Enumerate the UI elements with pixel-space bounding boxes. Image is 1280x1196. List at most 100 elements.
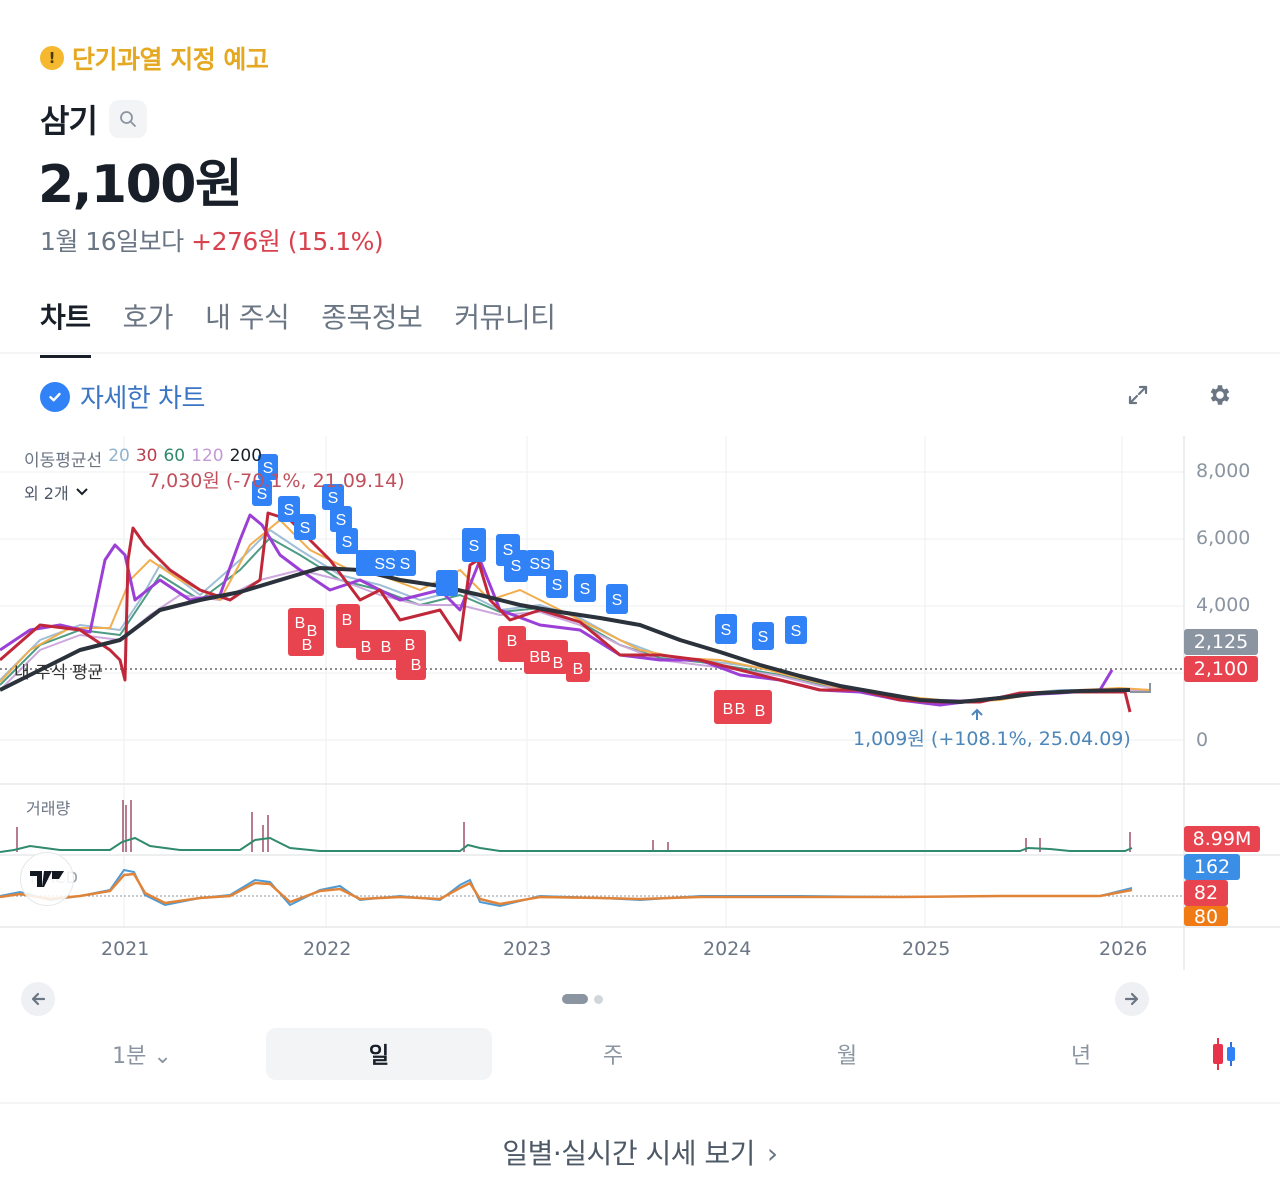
search-icon xyxy=(119,111,136,127)
svg-text:S: S xyxy=(612,592,623,609)
stock-tabs: 차트 호가 내 주식 종목정보 커뮤니티 xyxy=(40,296,556,358)
moving-average-legend[interactable]: 이동평균선 20 30 60 120 200 xyxy=(24,446,262,471)
stock-name: 삼기 xyxy=(40,102,98,140)
next-button[interactable] xyxy=(1115,982,1149,1016)
svg-text:B: B xyxy=(411,657,422,674)
svg-text:B: B xyxy=(302,637,313,654)
svg-text:S: S xyxy=(721,622,732,639)
arrow-left-icon xyxy=(31,992,46,1006)
period-1min[interactable]: 1분 ⌄ xyxy=(112,1044,172,1069)
svg-text:S: S xyxy=(580,581,591,598)
x-tick-2021: 2021 xyxy=(101,938,150,960)
svg-text:S: S xyxy=(263,460,274,477)
svg-text:S: S xyxy=(300,520,311,537)
change-base-date: 1월 16일보다 xyxy=(40,227,184,256)
x-tick-2026: 2026 xyxy=(1099,938,1148,960)
svg-text:S: S xyxy=(257,486,268,503)
legend-ma30: 30 xyxy=(135,446,158,466)
svg-text:S: S xyxy=(758,629,769,646)
svg-text:BB: BB xyxy=(529,649,550,666)
legend-ma20: 20 xyxy=(108,446,130,466)
chevron-right-icon: › xyxy=(766,1137,778,1170)
pager-dot[interactable] xyxy=(594,994,603,1004)
y-tick-8000: 8,000 xyxy=(1196,460,1251,482)
svg-text:S: S xyxy=(284,502,295,519)
expand-button[interactable] xyxy=(1120,377,1156,413)
chart-settings-button[interactable] xyxy=(1202,377,1238,413)
period-month[interactable]: 월 xyxy=(836,1044,858,1069)
my-average-label: 내 주식 평균 xyxy=(14,663,104,683)
volume-label: 거래량 xyxy=(26,799,71,818)
svg-text:S: S xyxy=(511,558,522,575)
pager xyxy=(562,994,603,1004)
pager-dot-active[interactable] xyxy=(562,994,588,1004)
current-price: 2,100원 xyxy=(38,155,243,215)
legend-ma120: 120 xyxy=(191,446,224,466)
svg-text:B: B xyxy=(573,661,584,678)
svg-text:B: B xyxy=(755,703,766,720)
svg-text:B: B xyxy=(735,701,746,718)
tabs-divider xyxy=(0,352,1280,354)
svg-text:B: B xyxy=(507,633,518,650)
x-tick-2025: 2025 xyxy=(902,938,951,960)
detailed-chart-toggle[interactable]: 자세한 차트 xyxy=(40,378,205,415)
detailed-chart-label: 자세한 차트 xyxy=(80,384,205,414)
price-change: 1월 16일보다 +276원 (15.1%) xyxy=(40,222,384,258)
svg-text:B: B xyxy=(723,701,734,718)
tab-orderbook[interactable]: 호가 xyxy=(122,301,174,334)
stock-header: 삼기 xyxy=(40,96,147,142)
y-tick-6000: 6,000 xyxy=(1196,527,1251,549)
x-tick-2024: 2024 xyxy=(703,938,752,960)
svg-text:B: B xyxy=(295,615,306,632)
y-tick-4000: 4,000 xyxy=(1196,594,1251,616)
expand-icon xyxy=(1128,385,1148,405)
sell-markers xyxy=(252,454,807,650)
svg-text:S: S xyxy=(328,490,339,507)
tab-chart[interactable]: 차트 xyxy=(40,296,91,358)
search-button[interactable] xyxy=(108,100,147,138)
svg-text:B: B xyxy=(553,655,564,672)
svg-text:B: B xyxy=(405,637,416,654)
svg-text:B: B xyxy=(381,639,392,656)
arrow-right-icon xyxy=(1124,992,1139,1006)
x-tick-2022: 2022 xyxy=(303,938,352,960)
low-price-annotation: 1,009원 (+108.1%, 25.04.09) xyxy=(853,728,1131,750)
chevron-down-icon xyxy=(76,488,88,496)
svg-text:S: S xyxy=(791,623,802,640)
legend-more-toggle[interactable]: 외 2개 xyxy=(24,480,89,504)
legend-title: 이동평균선 xyxy=(24,451,103,471)
exclamation-icon: ! xyxy=(40,46,64,70)
current-price-tag: 2,100 xyxy=(1184,656,1258,682)
period-year[interactable]: 년 xyxy=(1070,1044,1092,1069)
svg-text:S: S xyxy=(336,512,347,529)
check-icon xyxy=(40,381,70,412)
chart-type-toggle[interactable] xyxy=(1208,1036,1242,1072)
svg-text:SS: SS xyxy=(529,556,550,573)
svg-text:S: S xyxy=(503,542,514,559)
tab-my-stock[interactable]: 내 주식 xyxy=(205,301,290,334)
svg-text:S: S xyxy=(342,534,353,551)
tradingview-logo-icon xyxy=(30,871,64,887)
daily-link-label: 일별·실시간 시세 보기 xyxy=(502,1137,755,1170)
bottom-divider xyxy=(0,1102,1280,1104)
svg-text:S: S xyxy=(400,556,411,573)
tab-community[interactable]: 커뮤니티 xyxy=(454,301,556,334)
period-day[interactable]: 일 xyxy=(266,1028,492,1080)
legend-ma60: 60 xyxy=(163,446,186,466)
change-value: +276원 (15.1%) xyxy=(191,227,384,256)
overheat-warning[interactable]: ! 단기과열 지정 예고 xyxy=(40,40,269,76)
y-tick-0: 0 xyxy=(1196,729,1209,751)
prev-button[interactable] xyxy=(21,982,55,1016)
signal-tag: 82 xyxy=(1184,880,1228,906)
chart-canvas[interactable]: SSS SSS SSS S S SS SSS S SS S S B BB BB B BB B… xyxy=(0,436,1280,976)
tradingview-logo[interactable] xyxy=(20,852,74,906)
daily-realtime-price-link[interactable]: 일별·실시간 시세 보기 › xyxy=(0,1132,1280,1172)
x-tick-2023: 2023 xyxy=(503,938,552,960)
svg-text:SS: SS xyxy=(374,556,395,573)
svg-text:S: S xyxy=(469,538,480,555)
period-week[interactable]: 주 xyxy=(602,1044,624,1069)
macd-tag: 162 xyxy=(1184,854,1240,880)
legend-more-label: 외 2개 xyxy=(24,484,69,503)
tab-stock-info[interactable]: 종목정보 xyxy=(321,301,423,334)
